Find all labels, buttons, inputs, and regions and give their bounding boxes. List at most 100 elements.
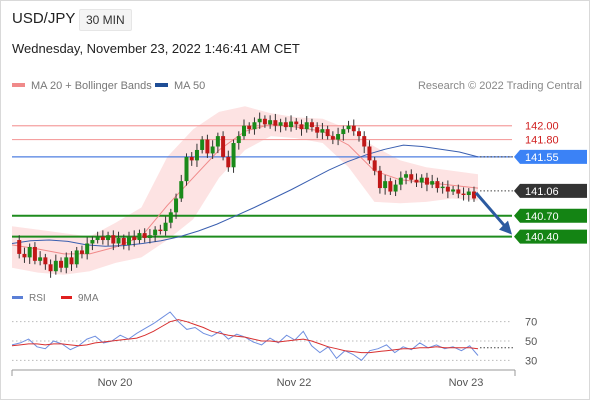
candle-body bbox=[79, 250, 84, 254]
candle-body bbox=[43, 257, 48, 265]
candle-body bbox=[231, 143, 236, 168]
price-label-box bbox=[514, 183, 587, 198]
ma50-swatch bbox=[155, 83, 168, 88]
candle-body bbox=[221, 136, 226, 157]
candle-body bbox=[22, 253, 27, 258]
candle-body bbox=[106, 235, 111, 241]
price-label-140-70: 140.70 bbox=[525, 211, 559, 223]
forecast-arrow-head bbox=[499, 220, 512, 235]
candle-body bbox=[341, 129, 346, 135]
candle-body bbox=[440, 186, 445, 189]
ma50-line bbox=[11, 144, 479, 247]
candle-body bbox=[137, 233, 142, 241]
candle-body bbox=[315, 127, 320, 133]
candle-body bbox=[414, 179, 419, 183]
candle-body bbox=[430, 181, 435, 185]
legend-ma50: MA 50 bbox=[155, 80, 205, 92]
candle-body bbox=[283, 122, 288, 128]
candle-body bbox=[163, 222, 168, 232]
candle-body bbox=[451, 189, 456, 192]
candle-body bbox=[351, 125, 356, 132]
rsi-tick-label: 50 bbox=[525, 336, 537, 348]
candle-body bbox=[304, 122, 309, 130]
candle-body bbox=[27, 246, 32, 258]
candle-body bbox=[257, 118, 262, 123]
price-label-141-06: 141.06 bbox=[525, 186, 559, 198]
rsi-9ma-line bbox=[11, 319, 479, 354]
candle-body bbox=[346, 125, 351, 130]
rsi-legend-label: RSI bbox=[29, 293, 46, 304]
price-label-141-80: 141.80 bbox=[525, 135, 559, 147]
candle-body bbox=[32, 246, 37, 261]
candle-body bbox=[90, 240, 95, 244]
candle-body bbox=[445, 186, 450, 192]
candle-body bbox=[215, 136, 220, 147]
candle-body bbox=[242, 125, 246, 137]
candle-body bbox=[320, 129, 325, 133]
candle-body bbox=[17, 240, 22, 254]
candle-body bbox=[419, 177, 424, 183]
candle-body bbox=[456, 189, 461, 194]
candle-body bbox=[372, 160, 377, 171]
rsi-legend-9ma: 9MA bbox=[61, 293, 99, 304]
candle-body bbox=[252, 122, 257, 130]
x-tick-label: Nov 23 bbox=[449, 377, 484, 389]
candle-body bbox=[153, 229, 158, 236]
candle-body bbox=[48, 264, 53, 272]
candle-body bbox=[289, 121, 294, 128]
candle-body bbox=[309, 122, 314, 128]
candle-body bbox=[69, 257, 74, 265]
ma9-legend-label: 9MA bbox=[78, 293, 99, 304]
candle-body bbox=[194, 149, 199, 161]
candle-body bbox=[168, 212, 173, 223]
candle-body bbox=[184, 156, 189, 182]
candle-body bbox=[59, 260, 64, 268]
candle-body bbox=[435, 181, 440, 189]
candle-body bbox=[53, 260, 58, 272]
legend-ma20-bb: MA 20 + Bollinger Bands bbox=[12, 80, 152, 92]
candle-body bbox=[111, 235, 116, 244]
candle-body bbox=[472, 191, 476, 199]
candle-body bbox=[330, 136, 335, 140]
candle-body bbox=[38, 257, 43, 261]
candle-body bbox=[100, 236, 105, 241]
candle-body bbox=[64, 257, 69, 268]
candle-body bbox=[74, 250, 79, 265]
forecast-arrow-shaft bbox=[474, 191, 509, 230]
candle-body bbox=[299, 124, 304, 130]
candle-body bbox=[116, 237, 121, 244]
candle-body bbox=[132, 236, 137, 241]
candle-body bbox=[142, 233, 147, 238]
candle-body bbox=[247, 125, 252, 130]
candle-body bbox=[325, 129, 330, 137]
candle-body bbox=[409, 174, 414, 180]
rsi-tick-label: 70 bbox=[525, 317, 537, 329]
candle-body bbox=[424, 177, 429, 185]
price-label-box bbox=[514, 149, 587, 164]
candle-body bbox=[398, 177, 403, 185]
candle-body bbox=[273, 120, 278, 126]
ma20-swatch bbox=[12, 83, 25, 88]
candle-body bbox=[388, 181, 393, 192]
ma9-swatch bbox=[61, 295, 72, 299]
candle-body bbox=[278, 122, 283, 126]
rsi-tick-label: 30 bbox=[525, 355, 537, 367]
candle-body bbox=[200, 139, 205, 150]
candle-body bbox=[85, 243, 90, 254]
rsi-legend-rsi: RSI bbox=[12, 293, 46, 304]
timeframe-button[interactable]: 30 MIN bbox=[79, 9, 132, 31]
candle-body bbox=[205, 139, 210, 154]
candle-body bbox=[226, 156, 231, 168]
x-tick-label: Nov 22 bbox=[277, 377, 312, 389]
candle-body bbox=[147, 235, 152, 238]
candle-body bbox=[95, 236, 100, 241]
candle-body bbox=[362, 136, 367, 147]
candle-body bbox=[357, 131, 361, 137]
candle-body bbox=[262, 118, 267, 125]
symbol-title: USD/JPY bbox=[12, 10, 76, 27]
candle-body bbox=[461, 193, 466, 195]
candle-body bbox=[466, 191, 471, 195]
price-label-142-00: 142.00 bbox=[525, 121, 559, 133]
rsi-line bbox=[11, 311, 479, 361]
x-tick-label: Nov 20 bbox=[98, 377, 133, 389]
